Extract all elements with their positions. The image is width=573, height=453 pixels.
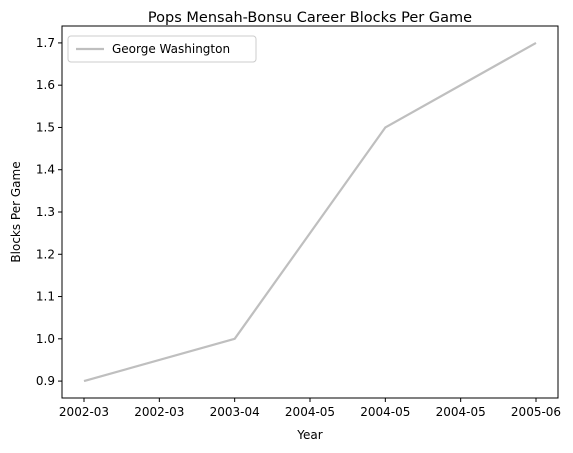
plot-area [83, 41, 537, 383]
x-tick-label: 2002-03 [59, 405, 109, 419]
chart-title: Pops Mensah-Bonsu Career Blocks Per Game [148, 10, 472, 26]
y-tick-label: 1.7 [36, 36, 55, 50]
y-tick-label: 0.9 [36, 374, 55, 388]
x-tick-label: 2004-05 [360, 405, 410, 419]
series-line-0 [83, 41, 537, 383]
y-tick-label: 1.5 [36, 120, 55, 134]
y-tick-label: 1.2 [36, 247, 55, 261]
x-tick-label: 2004-05 [436, 405, 486, 419]
x-tick-label: 2005-06 [511, 405, 561, 419]
y-tick-label: 1.0 [36, 332, 55, 346]
legend-box [67, 35, 257, 63]
plot-frame [61, 25, 559, 399]
x-tick-label: 2002-03 [134, 405, 184, 419]
x-tick-label: 2004-05 [285, 405, 335, 419]
legend-label: George Washington [112, 42, 230, 56]
y-tick-label: 1.6 [36, 78, 55, 92]
x-axis: 2002-03 2002-03 2003-04 2004-05 2004-05 2004-… [59, 398, 561, 419]
y-tick-label: 1.3 [36, 205, 55, 219]
x-axis-label: Year [296, 428, 322, 442]
legend: George Washington [67, 35, 257, 63]
y-axis-label: Blocks Per Game [9, 161, 23, 262]
y-tick-label: 1.1 [36, 290, 55, 304]
y-axis: 0.9 1.0 1.1 1.2 1.3 1.4 1.5 1.6 1.7 [36, 36, 62, 388]
x-tick-label: 2003-04 [210, 405, 260, 419]
y-tick-label: 1.4 [36, 163, 55, 177]
